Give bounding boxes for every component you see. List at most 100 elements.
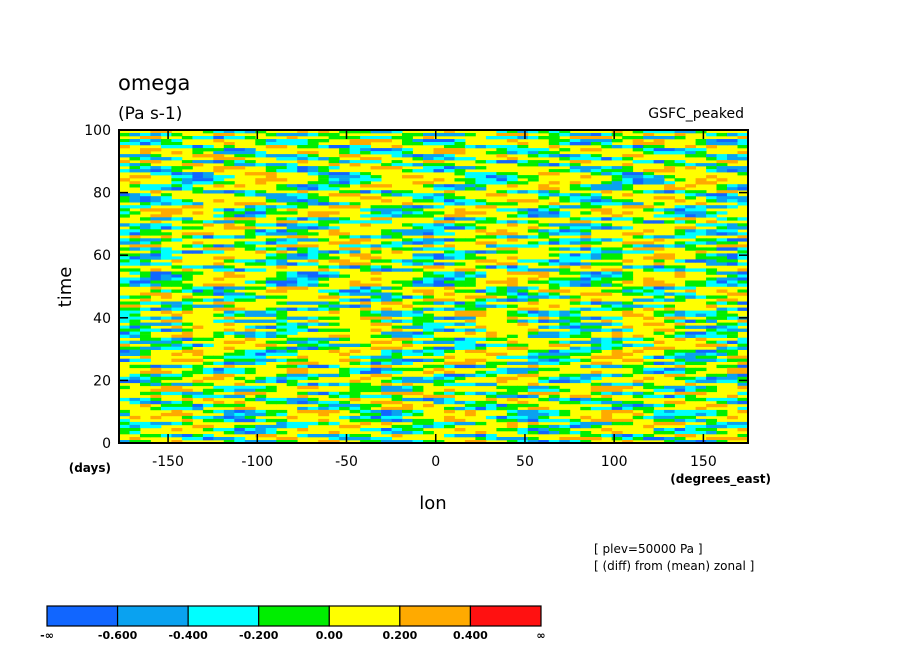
- field-cell: [391, 337, 403, 341]
- field-cell: [119, 211, 130, 215]
- field-cell: [506, 385, 518, 390]
- field-cell: [265, 418, 277, 423]
- field-cell: [506, 133, 518, 137]
- field-cell: [653, 268, 665, 272]
- field-cell: [590, 202, 602, 206]
- field-cell: [444, 397, 455, 402]
- field-cell: [716, 154, 728, 158]
- field-cell: [181, 199, 193, 203]
- field-cell: [181, 244, 193, 248]
- field-cell: [601, 139, 613, 143]
- field-cell: [674, 325, 686, 329]
- field-cell: [643, 382, 655, 387]
- field-cell: [339, 391, 350, 396]
- field-cell: [716, 289, 728, 293]
- field-cell: [674, 271, 686, 275]
- field-cell: [716, 334, 728, 338]
- field-cell: [213, 361, 225, 365]
- field-cell: [129, 364, 141, 369]
- field-cell: [674, 208, 686, 212]
- field-cell: [160, 253, 172, 257]
- field-cell: [129, 316, 141, 320]
- field-cell: [475, 175, 487, 179]
- field-cell: [664, 286, 675, 290]
- field-cell: [590, 196, 602, 200]
- field-cell: [255, 397, 267, 402]
- field-cell: [171, 334, 183, 338]
- field-cell: [517, 208, 529, 212]
- field-cell: [286, 277, 298, 281]
- field-cell: [150, 424, 162, 429]
- field-cell: [160, 130, 172, 134]
- field-cell: [234, 394, 246, 399]
- field-cell: [234, 437, 246, 441]
- field-cell: [349, 437, 361, 441]
- field-cell: [391, 154, 403, 158]
- field-cell: [569, 238, 581, 242]
- field-cell: [349, 250, 361, 254]
- field-cell: [160, 364, 172, 369]
- field-cell: [150, 379, 162, 384]
- field-cell: [485, 220, 497, 224]
- field-cell: [727, 397, 738, 402]
- field-cell: [140, 142, 151, 146]
- field-cell: [716, 271, 728, 275]
- field-cell: [360, 172, 371, 176]
- field-cell: [244, 205, 256, 209]
- field-cell: [402, 358, 413, 362]
- field-cell: [485, 259, 497, 263]
- field-cell: [569, 331, 581, 335]
- field-cell: [727, 328, 738, 332]
- field-cell: [664, 310, 675, 314]
- field-cell: [349, 391, 361, 396]
- field-cell: [202, 292, 214, 296]
- field-cell: [140, 376, 151, 381]
- field-cell: [580, 136, 592, 140]
- field-cell: [475, 343, 487, 347]
- field-cell: [192, 415, 204, 420]
- field-cell: [307, 322, 319, 326]
- field-cell: [527, 349, 539, 353]
- field-cell: [370, 283, 382, 287]
- field-cell: [286, 217, 298, 221]
- field-cell: [297, 361, 309, 365]
- field-cell: [485, 292, 497, 296]
- field-cell: [349, 286, 361, 290]
- field-cell: [444, 133, 455, 137]
- field-cell: [360, 301, 371, 305]
- field-cell: [213, 334, 225, 338]
- field-cell: [716, 352, 728, 356]
- field-cell: [643, 289, 655, 293]
- field-cell: [496, 343, 508, 347]
- field-cell: [119, 331, 130, 335]
- field-cell: [454, 283, 466, 287]
- field-cell: [265, 280, 277, 284]
- field-cell: [674, 229, 686, 233]
- field-cell: [171, 211, 183, 215]
- field-cell: [181, 268, 193, 272]
- field-cell: [496, 437, 508, 441]
- colorbar-bin: [46, 605, 119, 627]
- field-cell: [580, 349, 592, 353]
- field-cell: [632, 244, 644, 248]
- field-cell: [265, 434, 277, 438]
- field-cell: [160, 157, 172, 161]
- field-cell: [632, 370, 644, 375]
- field-cell: [664, 394, 675, 399]
- field-cell: [538, 388, 550, 393]
- field-cell: [643, 133, 655, 137]
- field-cell: [475, 307, 487, 311]
- field-cell: [339, 184, 350, 188]
- field-cell: [727, 346, 738, 350]
- field-cell: [580, 406, 592, 411]
- field-cell: [580, 166, 592, 170]
- field-cell: [433, 382, 445, 387]
- field-cell: [454, 202, 466, 206]
- field-cell: [538, 361, 550, 365]
- field-cell: [506, 235, 518, 239]
- field-cell: [590, 208, 602, 212]
- field-cell: [653, 289, 665, 293]
- field-cell: [328, 301, 340, 305]
- field-cell: [664, 388, 675, 393]
- field-cell: [160, 193, 172, 197]
